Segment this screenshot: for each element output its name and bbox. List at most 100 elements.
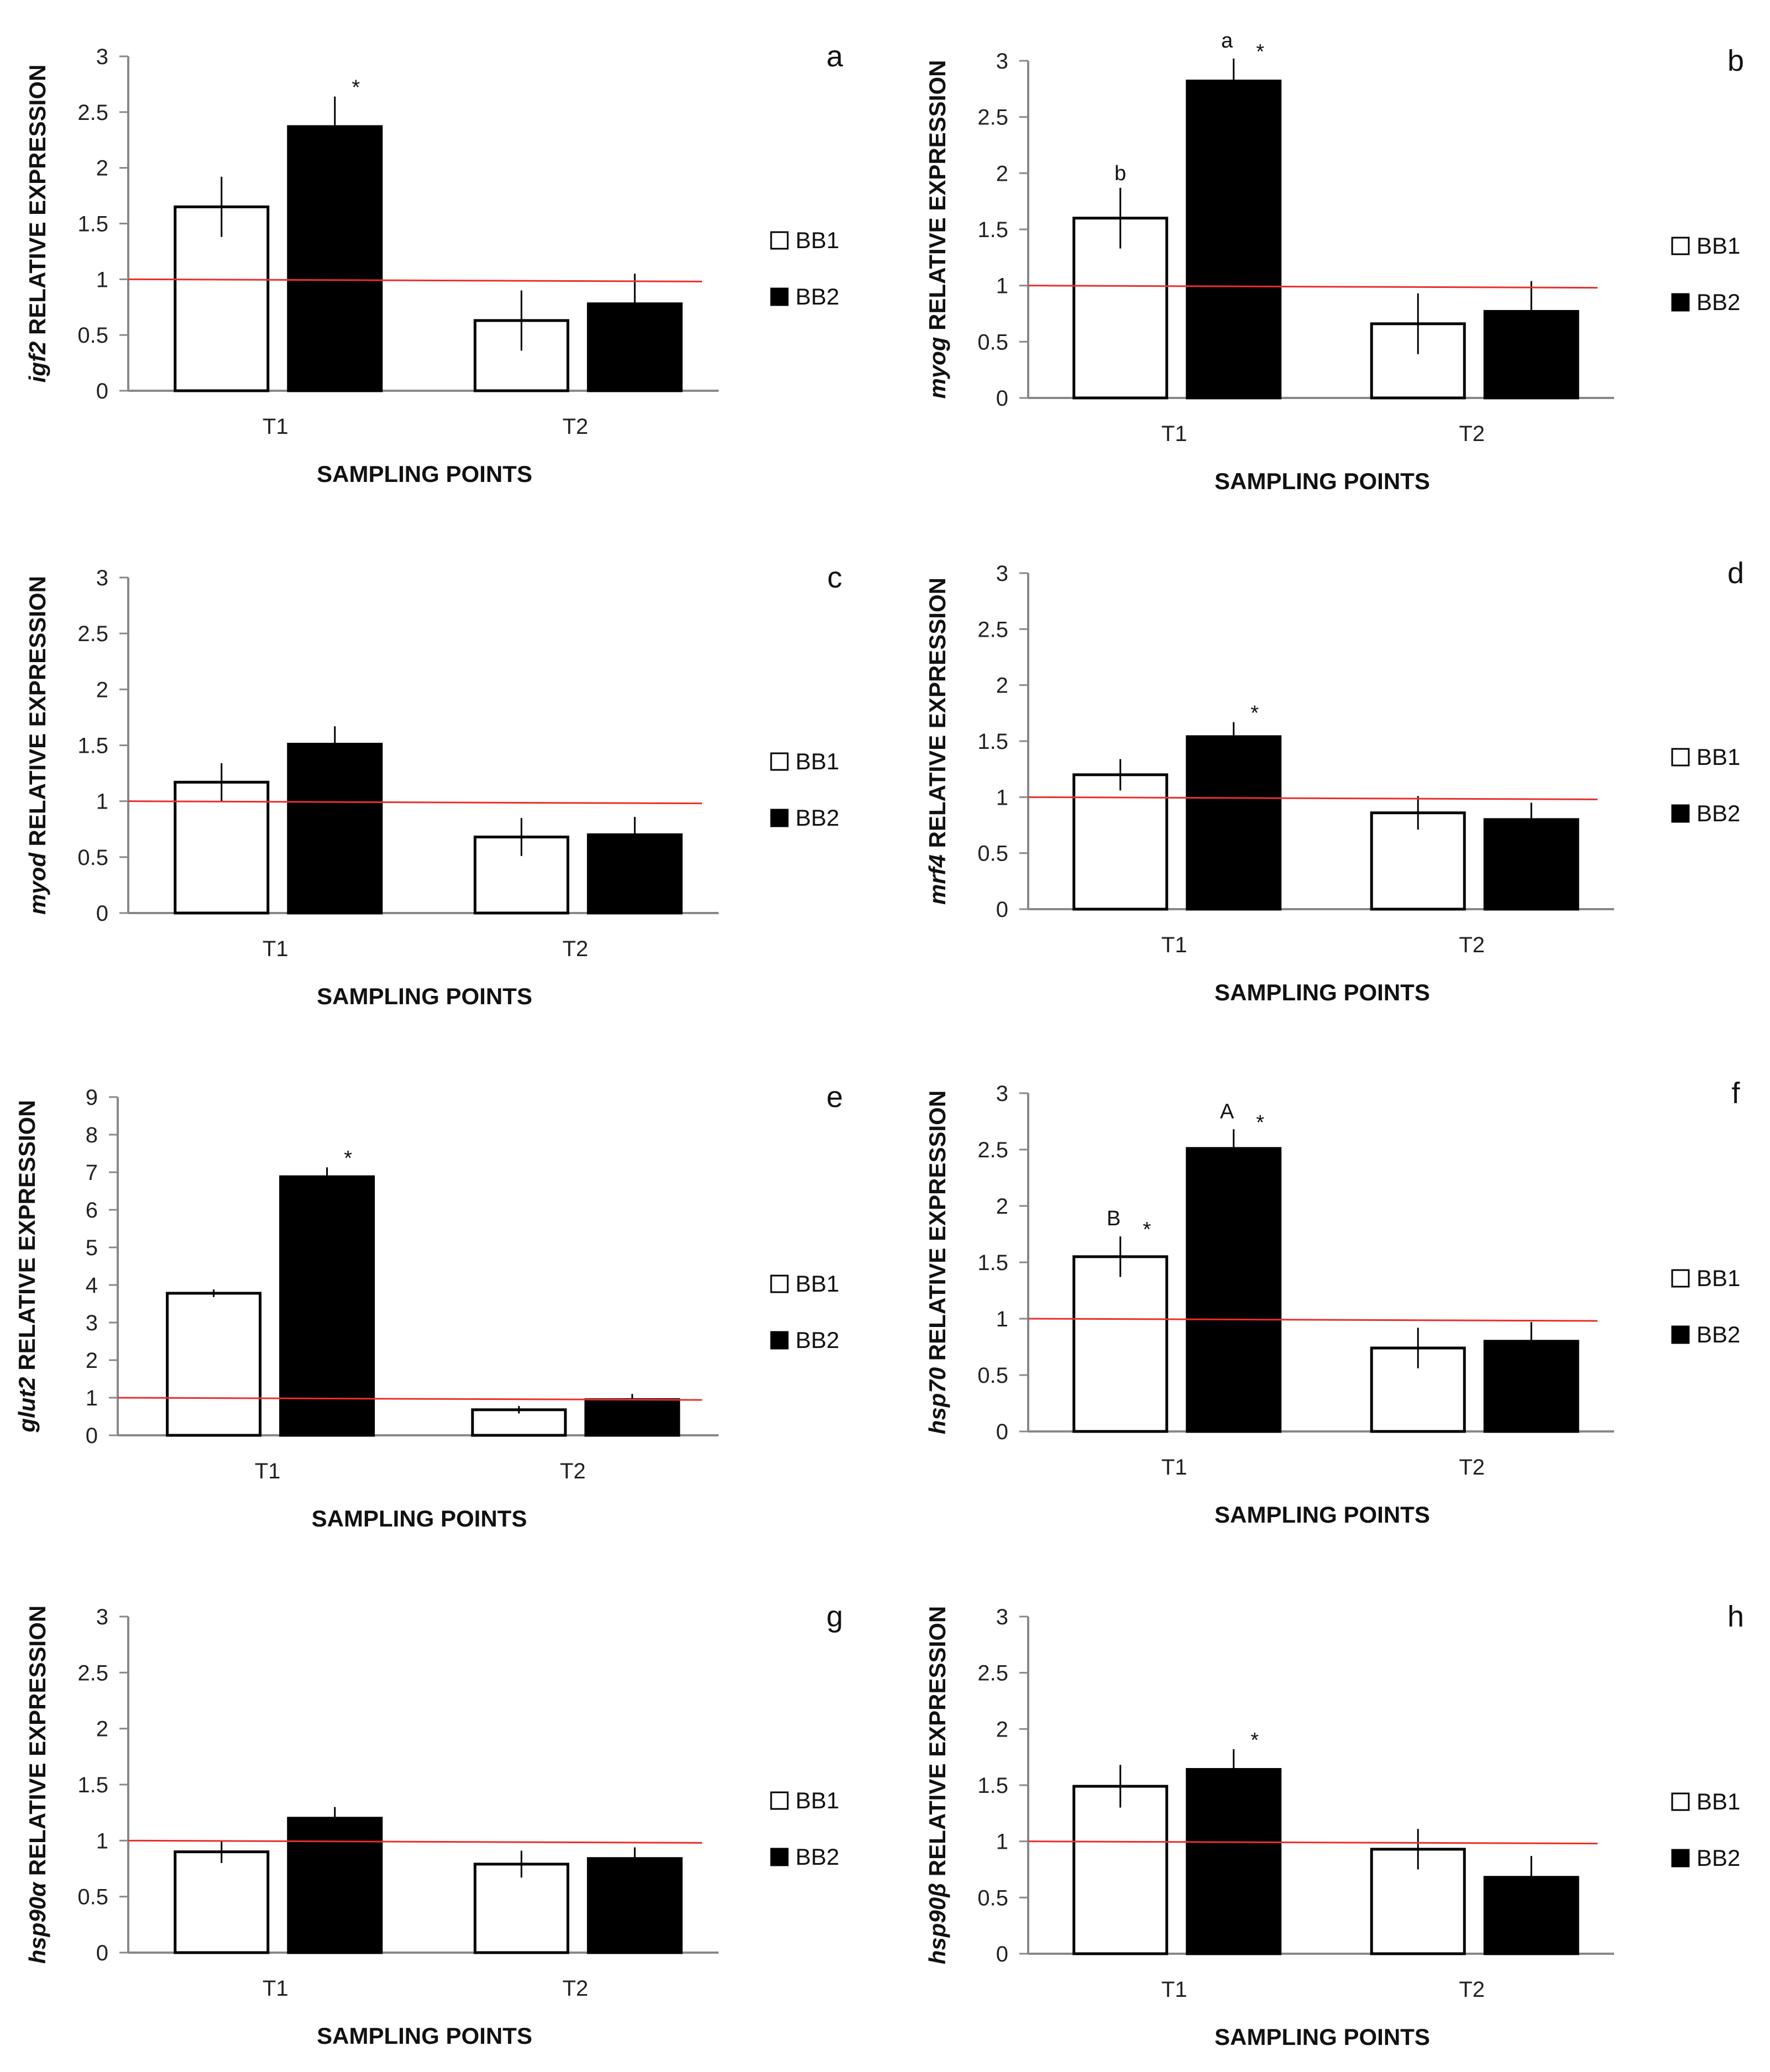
panel-g-category-label: T2 (562, 1976, 588, 2001)
panel-d-panel-label: d (1727, 557, 1744, 590)
panel-g-ytick-label: 0.5 (77, 1885, 108, 1910)
panel-g-reference-line (128, 1839, 703, 1844)
panel-f-reference-line (1028, 1318, 1598, 1322)
panel-f-legend-swatch-BB1 (1671, 1269, 1690, 1288)
panel-h-ylabel-suffix: RELATIVE EXPRESSION (924, 1606, 950, 1883)
panel-c-bar-BB1-T2 (473, 835, 569, 915)
panel-f-legend-label-BB1: BB1 (1696, 1265, 1740, 1291)
panel-d-legend-swatch-BB2 (1671, 804, 1690, 823)
panel-c-legend-swatch-BB2 (770, 809, 789, 827)
panel-b-legend-label-BB2: BB2 (1696, 289, 1740, 315)
panel-d-ytick-label: 0 (996, 898, 1008, 922)
panel-h-legend-swatch-BB2 (1671, 1849, 1690, 1868)
panel-f-ytick-label: 2.5 (977, 1138, 1008, 1162)
panel-e-reference-line (117, 1397, 703, 1401)
panel-f-legend-swatch-BB2 (1671, 1325, 1690, 1344)
panel-f-category-label: T1 (1161, 1455, 1187, 1480)
panel-g-legend-swatch-BB1 (770, 1791, 789, 1810)
panel-b-bar-BB2-T1 (1186, 80, 1282, 400)
panel-a-category-label: T2 (562, 415, 588, 439)
panel-e-bar-BB2-T1 (279, 1175, 375, 1437)
panel-h-x-axis-label: SAMPLING POINTS (1214, 2024, 1430, 2050)
panel-e-ytick-label: 8 (86, 1123, 98, 1147)
panel-c-legend-swatch-BB1 (770, 752, 789, 771)
panel-a-legend-label-BB1: BB1 (795, 227, 839, 253)
panel-e-y-axis-label: glut2 RELATIVE EXPRESSION (14, 1100, 40, 1433)
panel-h-panel-label: h (1727, 1600, 1744, 1633)
panel-g-bar-BB1-T2 (473, 1863, 569, 1954)
panel-b-legend-swatch-BB2 (1671, 293, 1690, 312)
panel-a-legend-label-BB2: BB2 (795, 284, 839, 310)
panel-c-ytick-label: 1.5 (77, 734, 108, 758)
panel-h-category-label: T1 (1161, 1977, 1187, 2002)
panel-g-ytick-label: 2 (96, 1717, 108, 1741)
panel-b-annotation-letter: a (1221, 29, 1233, 53)
panel-g-bar-BB2-T1 (287, 1817, 383, 1954)
panel-f-gene-name: hsp70 (924, 1367, 950, 1434)
panel-f-panel-label: f (1731, 1077, 1740, 1110)
panel-c-reference-line (128, 800, 703, 805)
panel-d-legend-label-BB1: BB1 (1696, 744, 1740, 770)
panel-g-x-axis-label: SAMPLING POINTS (317, 2023, 532, 2049)
panel-f-annotation-star: * (1143, 1218, 1151, 1241)
panel-e-bar-BB1-T2 (471, 1408, 567, 1437)
panel-e-ytick-label: 4 (86, 1273, 98, 1298)
panel-b-ytick-label: 0 (996, 386, 1008, 411)
panel-e-x-axis-label: SAMPLING POINTS (312, 1506, 527, 1531)
panel-g-ylabel-suffix: RELATIVE EXPRESSION (24, 1606, 50, 1882)
panel-f-bar-BB1-T1 (1072, 1255, 1169, 1433)
panel-c-ytick-label: 0 (96, 901, 108, 926)
panel-h-ytick-label: 1 (996, 1830, 1008, 1854)
panel-a-panel-label: a (826, 40, 844, 73)
panel-d-x-axis-label: SAMPLING POINTS (1214, 979, 1430, 1005)
panel-a-ytick-label: 2 (96, 156, 108, 181)
panel-g-ytick-label: 1.5 (77, 1773, 108, 1797)
panel-h-gene-name: hsp90β (924, 1883, 950, 1964)
panel-c-category-label: T2 (562, 937, 588, 961)
panel-b-reference-line (1028, 285, 1598, 289)
panel-h-ytick-label: 2 (996, 1717, 1008, 1741)
panel-h-legend-label-BB1: BB1 (1696, 1788, 1740, 1814)
panel-b-panel-label: b (1727, 44, 1744, 77)
panel-d-category-label: T2 (1459, 933, 1485, 957)
panel-b-legend-swatch-BB1 (1671, 237, 1690, 255)
panel-g-category-label: T1 (263, 1976, 289, 2001)
panel-b-x-axis-label: SAMPLING POINTS (1214, 468, 1430, 494)
panel-e-legend-label-BB1: BB1 (795, 1271, 839, 1297)
panel-h-reference-line (1028, 1840, 1598, 1845)
panel-e-panel-label: e (826, 1080, 843, 1114)
panel-h-ytick-label: 1.5 (977, 1774, 1008, 1798)
panel-f-ytick-label: 0.5 (977, 1363, 1008, 1388)
panel-b-annotation-star: * (1256, 40, 1264, 64)
panel-a-ytick-label: 0 (96, 379, 108, 403)
panel-c-bar-BB2-T2 (586, 833, 683, 915)
panel-b-category-label: T2 (1459, 422, 1485, 446)
panel-h-category-label: T2 (1459, 1977, 1485, 2002)
panel-d-y-axis-label: mrf4 RELATIVE EXPRESSION (924, 578, 950, 905)
panel-e-ytick-label: 6 (86, 1198, 98, 1223)
panel-a-annotation: * (352, 76, 360, 99)
panel-e-ytick-label: 2 (86, 1349, 98, 1373)
panel-f-x-axis-label: SAMPLING POINTS (1214, 1502, 1430, 1528)
panel-a-bar-BB2-T1 (287, 125, 383, 392)
panel-e-ytick-label: 0 (86, 1424, 98, 1448)
panel-a-ytick-label: 2.5 (77, 101, 108, 125)
panel-b-legend-label-BB1: BB1 (1696, 233, 1740, 259)
panel-e-bar-BB1-T1 (166, 1292, 262, 1437)
panel-c-ytick-label: 3 (96, 566, 108, 590)
panel-a-y-axis-label: igf2 RELATIVE EXPRESSION (24, 65, 50, 383)
panel-d-gene-name: mrf4 (924, 854, 950, 905)
panel-g-legend-label-BB2: BB2 (795, 1844, 839, 1870)
panel-c-gene-name: myod (24, 852, 50, 915)
panel-g-bar-BB2-T2 (586, 1857, 683, 1954)
panel-g-panel-label: g (826, 1600, 843, 1633)
panel-b-ytick-label: 1 (996, 274, 1008, 298)
panel-e-gene-name: glut2 (14, 1377, 40, 1433)
panel-g-ytick-label: 1 (96, 1829, 108, 1853)
panel-b-y-axis-label: myog RELATIVE EXPRESSION (924, 60, 950, 398)
panel-c-bar-BB1-T1 (174, 780, 270, 915)
panel-b-ytick-label: 2 (996, 161, 1008, 186)
panel-e-ytick-label: 9 (86, 1085, 98, 1110)
panel-b-category-label: T1 (1161, 422, 1187, 446)
